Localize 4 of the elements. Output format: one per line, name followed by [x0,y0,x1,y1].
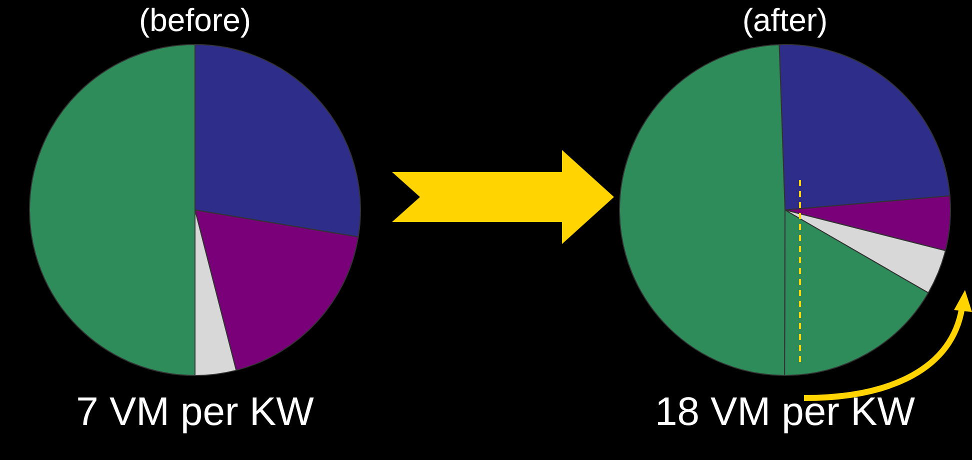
text: 7 VM per KW [75,389,315,436]
text: 18 VM per KW [654,389,916,436]
chart-title: (after) [741,1,829,40]
chart-title: (before) [138,1,252,40]
